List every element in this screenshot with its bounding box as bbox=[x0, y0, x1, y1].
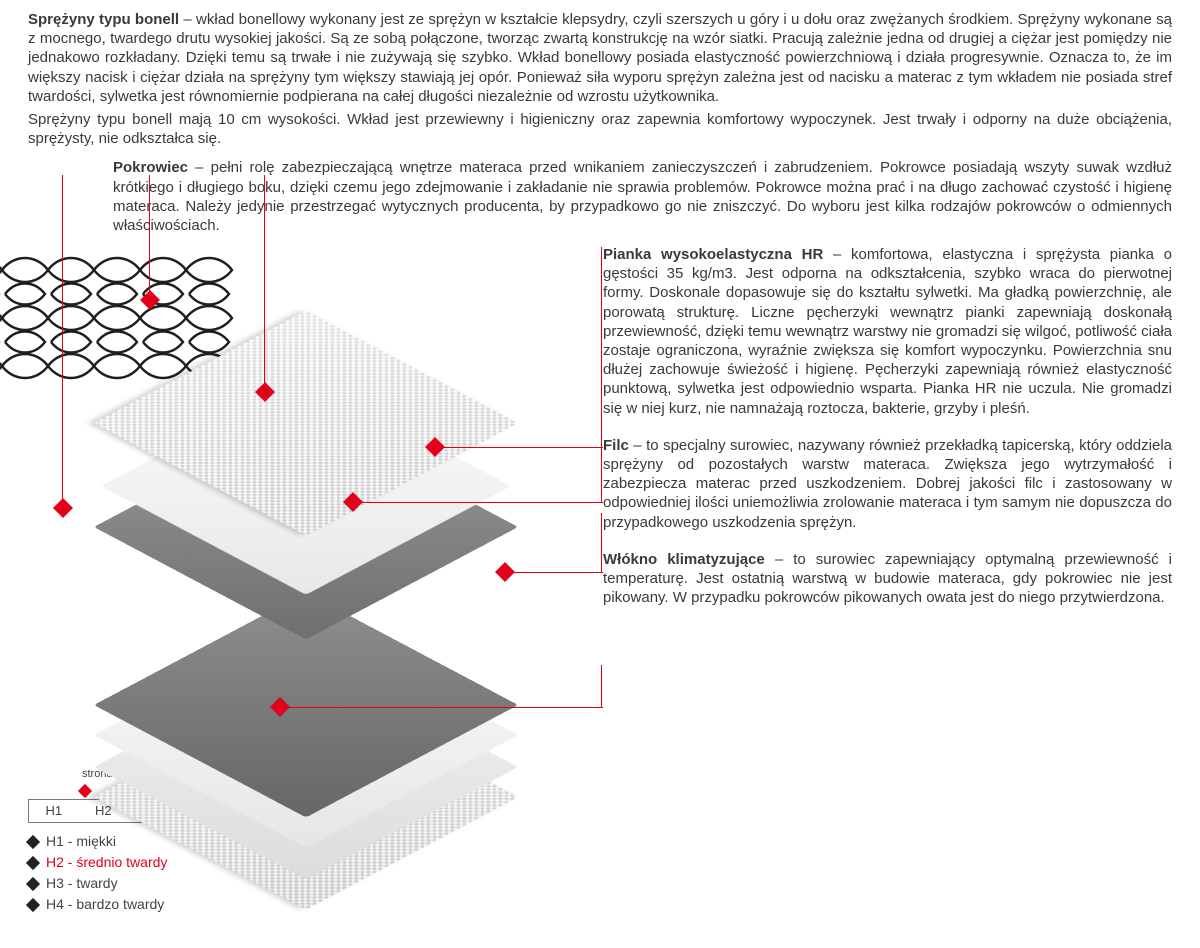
firmness-key-h1: H1 - miękki bbox=[46, 833, 116, 851]
middle-row: Pianka wysokoelastyczna HR – komfortowa,… bbox=[28, 245, 1172, 755]
firmness-key-row: H3 - twardy bbox=[28, 875, 1172, 893]
firmness-key-h4: H4 - bardzo twardy bbox=[46, 896, 164, 914]
filc-title: Filc bbox=[603, 437, 629, 454]
diamond-icon bbox=[26, 835, 40, 849]
section-filc: Filc – to specjalny surowiec, nazywany r… bbox=[603, 436, 1172, 532]
pokrowiec-paragraph: Pokrowiec – pełni rolę zabezpieczającą w… bbox=[113, 158, 1172, 235]
wlokno-title: Włókno klimatyzujące bbox=[603, 551, 765, 568]
leader-line bbox=[280, 707, 603, 708]
pianka-body: – komfortowa, elastyczna i sprężysta pia… bbox=[603, 246, 1172, 417]
firmness-key-h3: H3 - twardy bbox=[46, 875, 118, 893]
diamond-icon bbox=[26, 898, 40, 912]
section-pianka: Pianka wysokoelastyczna HR – komfortowa,… bbox=[603, 245, 1172, 418]
diamond-icon bbox=[26, 877, 40, 891]
filc-body: – to specjalny surowiec, nazywany równie… bbox=[603, 437, 1172, 531]
leader-line bbox=[435, 447, 603, 448]
leader-line bbox=[505, 572, 603, 573]
leader-line bbox=[264, 175, 265, 391]
leader-line bbox=[353, 502, 603, 503]
pokrowiec-body: – pełni rolę zabezpieczającą wnętrze mat… bbox=[113, 159, 1172, 234]
leader-line bbox=[601, 665, 602, 708]
diagram-marker-icon bbox=[53, 498, 73, 518]
firmness-key-row: H4 - bardzo twardy bbox=[28, 896, 1172, 914]
diagram-marker-icon bbox=[495, 562, 515, 582]
sprezyny-paragraph-1: Sprężyny typu bonell – wkład bonellowy w… bbox=[28, 10, 1172, 106]
leader-line bbox=[601, 513, 602, 573]
firmness-cell-h1: H1 bbox=[29, 800, 79, 823]
sprezyny-title: Sprężyny typu bonell bbox=[28, 11, 179, 28]
diamond-icon bbox=[26, 856, 40, 870]
mattress-diagram bbox=[28, 245, 583, 755]
firmness-key-row: H2 - średnio twardy bbox=[28, 854, 1172, 872]
section-wlokno: Włókno klimatyzujące – to surowiec zapew… bbox=[603, 550, 1172, 608]
sprezyny-paragraph-2: Sprężyny typu bonell mają 10 cm wysokośc… bbox=[28, 110, 1172, 148]
leader-line bbox=[149, 175, 150, 299]
leader-line bbox=[62, 175, 63, 507]
section-pokrowiec: Pokrowiec – pełni rolę zabezpieczającą w… bbox=[28, 158, 1172, 235]
right-text-column: Pianka wysokoelastyczna HR – komfortowa,… bbox=[583, 245, 1172, 755]
pianka-title: Pianka wysokoelastyczna HR bbox=[603, 246, 823, 263]
section-sprezyny: Sprężyny typu bonell – wkład bonellowy w… bbox=[28, 10, 1172, 148]
sprezyny-body-1: – wkład bonellowy wykonany jest ze spręż… bbox=[28, 11, 1172, 105]
pokrowiec-title: Pokrowiec bbox=[113, 159, 188, 176]
leader-line bbox=[601, 247, 602, 503]
firmness-pointer-icon bbox=[78, 784, 92, 798]
firmness-key-h2: H2 - średnio twardy bbox=[46, 854, 167, 872]
